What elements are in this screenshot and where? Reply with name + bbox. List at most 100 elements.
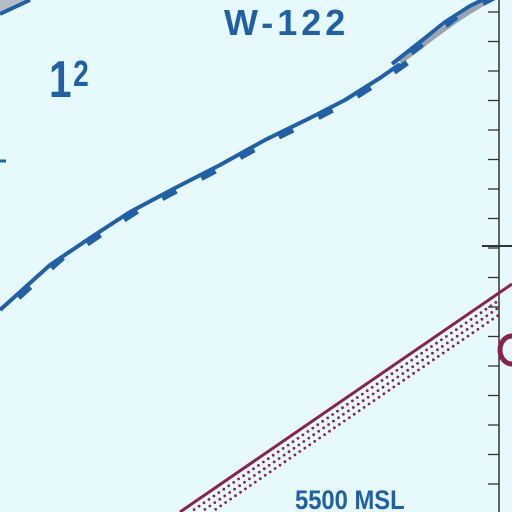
hatch-dot [446, 348, 450, 351]
hatch-dot [296, 436, 300, 440]
hatch-dot [381, 385, 385, 389]
hatch-dot [341, 406, 344, 410]
region-number-label: 12 [49, 54, 89, 106]
hatch-dot [307, 436, 311, 440]
hatch-dot [347, 409, 350, 413]
hatch-dot [451, 344, 455, 348]
hatch-dot [232, 481, 236, 484]
upper-boundary-tab [481, 0, 496, 6]
hatch-dot [460, 331, 464, 335]
hatch-dot [480, 317, 484, 321]
hatch-dot [293, 453, 297, 457]
hatch-dot [449, 331, 453, 335]
hatch-dot [395, 368, 399, 372]
hatch-dot [328, 429, 331, 433]
hatch-dot [217, 491, 221, 494]
hatch-dot [218, 497, 222, 501]
hatch-dot [244, 487, 247, 491]
hatch-dot [360, 392, 364, 396]
hatch-dot [202, 501, 206, 505]
hatch-dot [402, 378, 406, 382]
hatch-dot [382, 392, 386, 396]
hatch-dot [440, 338, 443, 342]
hatch-dot [385, 375, 389, 379]
hatch-dot [355, 396, 359, 399]
hatch-dot [238, 484, 242, 488]
hatch-dot [271, 453, 275, 457]
hatch-dot [229, 497, 233, 501]
hatch-dot [397, 382, 401, 385]
hatch-dot [322, 426, 325, 430]
hatch-dot [253, 480, 257, 484]
hatch-dot [233, 487, 237, 491]
hatch-dot [286, 443, 290, 447]
hatch-dot [214, 507, 218, 511]
hatch-dot [377, 395, 381, 399]
warning-area-boundary-line [0, 62, 402, 312]
hatch-dot [288, 456, 292, 460]
hatch-dot [371, 392, 375, 396]
hatch-dot [410, 358, 414, 362]
hatch-dot [282, 453, 286, 457]
hatch-dot [327, 423, 330, 426]
hatch-dot [491, 317, 495, 321]
hatch-dot [432, 358, 435, 362]
hatch-dot [207, 498, 211, 501]
hatch-dot [396, 375, 400, 379]
hatch-dot [366, 395, 370, 399]
restricted-boundary-line [179, 282, 512, 512]
hatch-dot [308, 443, 312, 447]
hatch-dot [298, 450, 302, 453]
hatch-dot [484, 307, 488, 311]
hatch-dot [257, 464, 260, 467]
hatch-dot [461, 338, 465, 341]
hatch-dot [317, 429, 321, 433]
hatch-dot [266, 457, 270, 460]
warning-area-boundary-tab [238, 146, 256, 160]
hatch-dot [422, 365, 425, 368]
restricted-area-boundary [179, 282, 512, 512]
upper-boundary-tab [409, 41, 425, 56]
warning-area-boundary-tab [49, 255, 65, 271]
hatch-dot [203, 508, 207, 511]
hatch-dot [301, 433, 305, 437]
hatch-dot [351, 406, 355, 409]
hatch-dot [219, 504, 223, 508]
warning-area-boundary-tab [122, 208, 139, 223]
top-left-boundary-line [0, 0, 31, 16]
hatch-dot [426, 355, 429, 358]
hatch-dot [303, 446, 307, 450]
maroon-circle-edge [497, 333, 512, 367]
hatch-dot [336, 409, 339, 413]
top-right-boundary-gray-edge [398, 0, 492, 65]
hatch-dot [470, 324, 474, 328]
hatch-dot [338, 423, 341, 426]
hatch-dot [431, 351, 434, 355]
hatch-dot [390, 372, 394, 376]
region-number-superscript: 2 [73, 53, 89, 94]
hatch-dot [412, 372, 415, 375]
hatch-dot [471, 331, 475, 335]
hatch-dot [316, 423, 320, 427]
hatch-dot [192, 508, 196, 511]
hatch-dot [489, 304, 493, 308]
hatch-dot [321, 419, 325, 423]
hatch-dot [456, 341, 460, 345]
hatch-dot [352, 412, 356, 416]
hatch-dot [474, 314, 478, 318]
hatch-dot [411, 365, 415, 369]
hatch-dot [268, 470, 272, 474]
hatch-dot [495, 307, 499, 311]
hatch-dot [486, 321, 490, 324]
hatch-dot [313, 440, 317, 443]
hatch-dot [370, 385, 374, 389]
hatch-dot [312, 433, 316, 437]
hatch-dot [306, 430, 310, 433]
hatch-dot [465, 328, 469, 331]
hatch-dot [386, 382, 390, 386]
hatch-dot [272, 460, 276, 464]
hatch-dot [425, 348, 428, 352]
hatch-dot [436, 348, 439, 352]
